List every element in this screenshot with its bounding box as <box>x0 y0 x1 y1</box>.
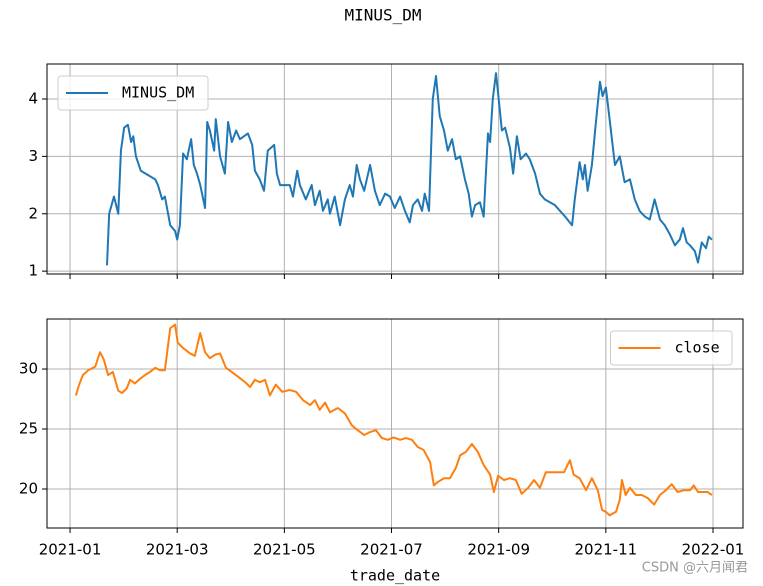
y-tick-label: 25 <box>19 420 38 438</box>
x-tick-label: 2021-09 <box>467 541 530 559</box>
x-tick-label: 2022-01 <box>682 541 745 559</box>
y-tick-label: 3 <box>28 147 38 165</box>
x-tick-label: 2021-01 <box>39 541 102 559</box>
x-tick-label: 2021-11 <box>574 541 637 559</box>
y-tick-label: 1 <box>28 262 38 280</box>
y-tick-label: 2 <box>28 204 38 222</box>
watermark: CSDN @六月闻君 <box>642 561 748 576</box>
data-line <box>74 323 713 517</box>
legend-label: close <box>675 339 720 357</box>
x-tick-label: 2021-05 <box>253 541 316 559</box>
legend-box <box>610 330 733 366</box>
legend-label: MINUS_DM <box>122 84 194 102</box>
y-tick-label: 20 <box>19 480 38 498</box>
axes-frame <box>46 318 744 529</box>
x-axis-label: trade_date <box>350 567 440 585</box>
x-tick-label: 2021-03 <box>146 541 209 559</box>
figure-title: MINUS_DM <box>344 6 421 25</box>
y-tick-label: 4 <box>28 90 38 108</box>
x-tick-label: 2021-07 <box>360 541 423 559</box>
data-line <box>106 72 713 266</box>
legend-box <box>57 75 209 111</box>
axes-frame <box>46 63 744 275</box>
y-tick-label: 30 <box>19 360 38 378</box>
